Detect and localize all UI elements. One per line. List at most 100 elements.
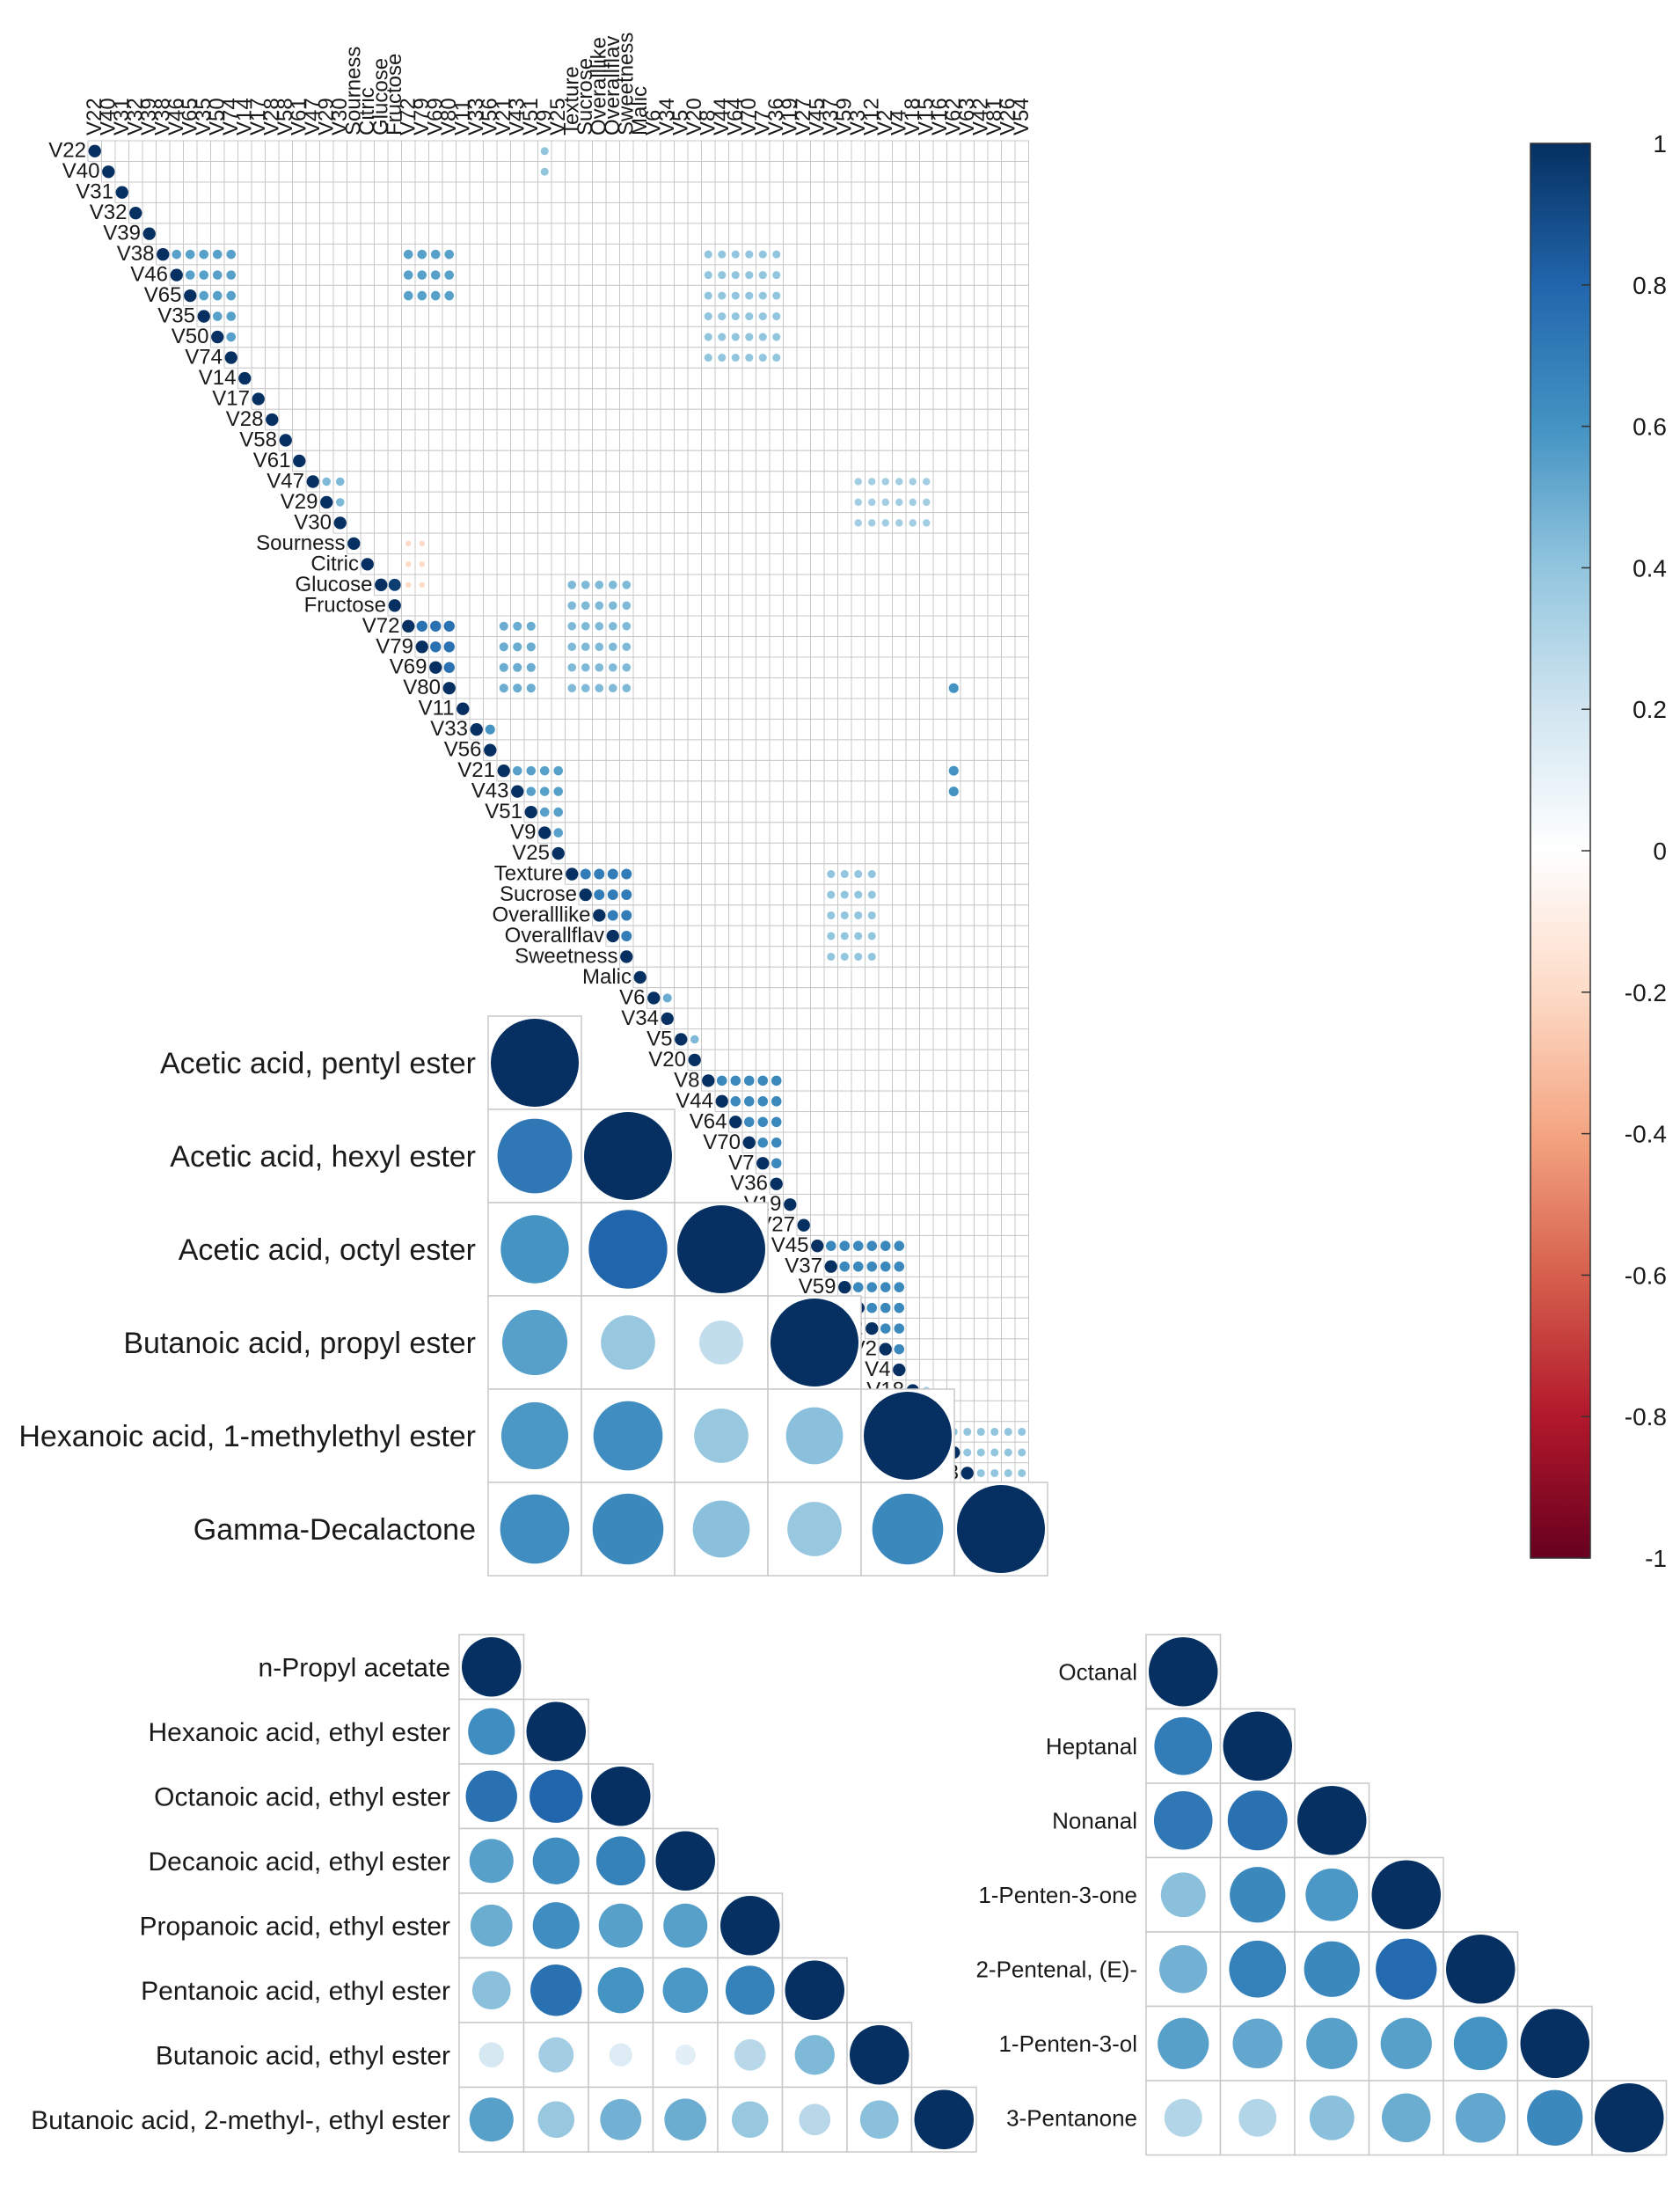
cell-overalllike-v16 [932,904,947,926]
cell-v28-v26 [1001,408,1016,431]
cell-v35-v2 [878,305,893,327]
cell-v43-v63 [960,780,975,802]
corr-circle-v65-v7 [758,291,767,300]
cell-v14-v11 [456,367,471,390]
cell-v40-v46 [169,160,184,183]
col-label-v50: V50 [205,98,229,135]
cell-v61-v30 [332,450,347,472]
corr-circle-v30-v2 [881,519,889,527]
cell-v40-v27 [796,160,811,183]
cell-v56-v34 [660,739,675,761]
corr-circle-v46-v7 [758,271,767,280]
cell-v15-v42 [974,1400,989,1423]
cell-v58-overalllike [592,429,607,451]
corr-circle-v50-v50 [211,330,224,344]
cell-glucose-v81 [987,574,1002,596]
cell-sourness-v5 [674,532,689,555]
cell-v21-v26 [1001,759,1016,782]
cell-v32-overalllike [592,201,607,224]
cell-v17-v34 [660,388,675,410]
cell-sweetness-v26 [1001,946,1016,968]
cell-v35-v17 [251,305,266,327]
cell-overallflav-v16 [932,925,947,948]
corr-circle-v8-v7 [757,1075,769,1087]
corr-circle-butanoic-acid-2-methyl-ethyl-ester-propanoic-acid-ethyl-ester [731,2101,769,2139]
row-label-v5: V5 [646,1027,672,1050]
col-label-v44: V44 [710,98,734,135]
cell-v22-glucose [374,140,389,162]
col-label-v81: V81 [982,98,1006,135]
cell-v65-v34 [660,284,675,307]
cell-v51-v37 [823,801,838,823]
cell-v31-v70 [741,181,756,203]
corr-circle-v65-v65 [184,289,197,303]
cell-v39-v15 [919,223,934,245]
cell-v39-v8 [701,223,716,245]
cell-v69-v63 [960,656,975,678]
cell-v14-v28 [265,367,280,390]
corr-circle-v29-v15 [923,498,931,507]
cell-v9-v62 [946,822,961,844]
corr-circle-v40-v9 [540,167,549,176]
cell-v7-v12 [865,1152,880,1174]
cell-v32-v46 [169,201,184,224]
corr-circle-v70-v7 [757,1138,769,1148]
corr-circle-v47-v47 [306,475,319,488]
cell-v11-v51 [523,698,538,720]
cell-v50-v29 [319,326,334,348]
cell-v39-v9 [537,223,552,245]
corr-circle-v44-v7 [757,1096,769,1107]
cell-v30-v21 [496,512,511,534]
cell-v74-v62 [946,347,961,369]
cell-v47-v81 [987,471,1002,493]
cell-overallflav-v64 [728,925,743,948]
cell-v32-citric [360,201,375,224]
corr-circle-v38-v46 [172,249,182,260]
col-label-sucrose: Sucrose [573,58,597,135]
cell-v17-v4 [892,388,907,410]
cell-v38-citric [360,243,375,266]
cell-overallflav-v27 [796,925,811,948]
cell-v34-v44 [714,1007,729,1030]
cell-v32-v44 [714,201,729,224]
cell-v74-v45 [810,347,825,369]
cell-v6-v16 [932,987,947,1009]
cell-sweetness-v34 [660,946,675,968]
cell-v69-v25 [551,656,566,678]
corr-circle-v29-v2 [881,498,889,507]
cell-sweetness-v63 [960,946,975,968]
cell-v58-v16 [932,429,947,451]
cell-v51-texture [565,801,580,823]
cell-v8-v45 [810,1070,825,1092]
cell-v46-v33 [469,264,484,286]
cell-v11-v21 [496,698,511,720]
cell-v79-v6 [646,636,661,658]
cell-v33-v18 [905,718,920,741]
cell-texture-v34 [660,863,675,885]
cell-v50-v45 [810,326,825,348]
cell-v31-v64 [728,181,743,203]
cell-v58-v9 [537,429,552,451]
corr-circle-overalllike-v37 [827,911,836,920]
cell-citric-v42 [974,553,989,575]
cell-v58-v30 [332,429,347,451]
cell-v39-v37 [823,223,838,245]
cell-v17-v62 [946,388,961,410]
cell-sourness-v18 [905,532,920,555]
cell-v29-v45 [810,491,825,514]
cell-fructose-v56 [483,595,498,617]
cell-v65-v61 [292,284,307,307]
cell-v8-v62 [946,1070,961,1092]
cell-v14-v33 [469,367,484,390]
cell-v44-v62 [946,1090,961,1113]
col-label-v74: V74 [219,98,243,135]
cell-v61-v51 [523,450,538,472]
cell-v14-v26 [1001,367,1016,390]
cell-v61-v63 [960,450,975,472]
cell-v80-v63 [960,677,975,699]
cell-glucose-v62 [946,574,961,596]
cell-v74-v18 [905,347,920,369]
cell-v65-v5 [674,284,689,307]
cell-v61-overalllike [592,450,607,472]
cell-v50-v12 [865,326,880,348]
